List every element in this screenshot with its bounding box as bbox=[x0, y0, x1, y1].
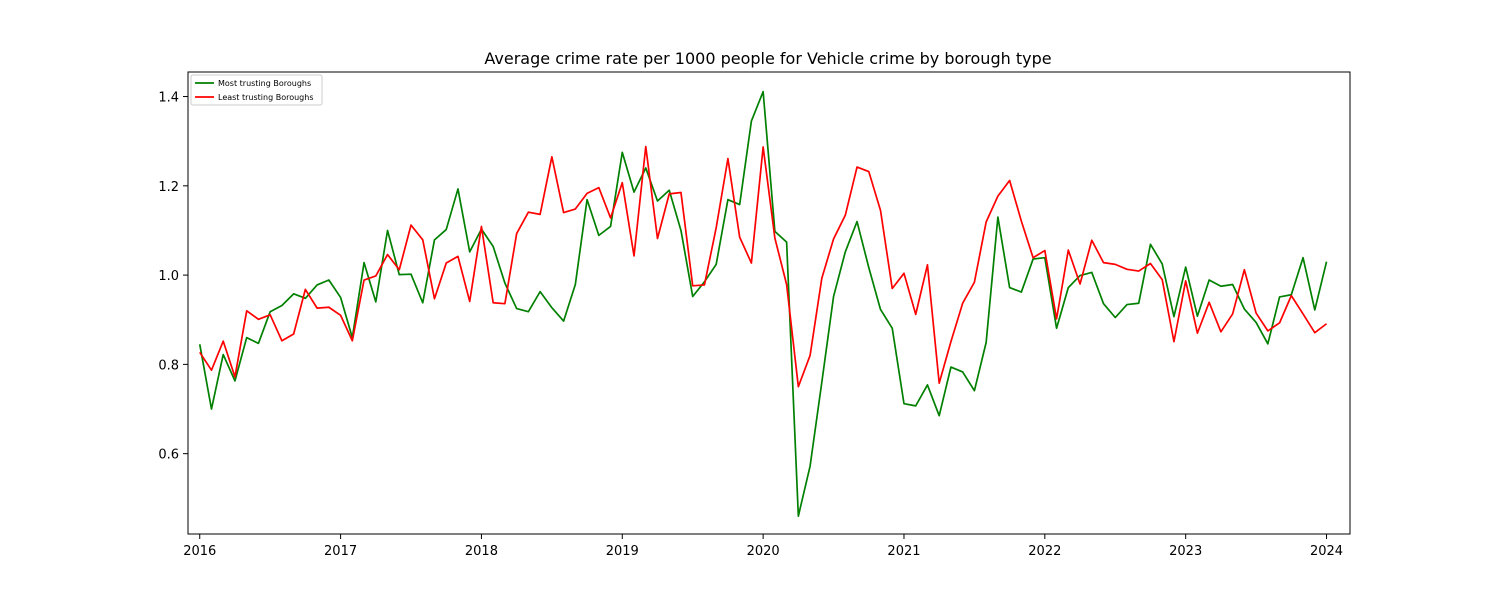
x-tick-label: 2019 bbox=[606, 544, 639, 559]
x-tick-label: 2017 bbox=[324, 544, 357, 559]
y-tick-label: 0.8 bbox=[158, 358, 179, 373]
legend-label-least-trusting: Least trusting Boroughs bbox=[218, 93, 313, 102]
x-tick-label: 2018 bbox=[465, 544, 498, 559]
x-tick-label: 2020 bbox=[747, 544, 780, 559]
series-lines bbox=[198, 90, 1328, 517]
legend-box bbox=[190, 74, 323, 106]
y-tick-label: 1.2 bbox=[158, 180, 179, 195]
x-tick-label: 2016 bbox=[183, 544, 216, 559]
plot-area-frame bbox=[187, 71, 1351, 535]
series-line-most-trusting-boroughs bbox=[198, 90, 1328, 517]
legend: Most trusting Boroughs Least trusting Bo… bbox=[190, 74, 323, 106]
series-line-least-trusting-boroughs bbox=[199, 145, 1328, 388]
legend-label-most-trusting: Most trusting Boroughs bbox=[218, 79, 311, 88]
x-tick-label: 2022 bbox=[1028, 544, 1061, 559]
chart-title: Average crime rate per 1000 people for V… bbox=[484, 49, 1051, 68]
axes-ticks: 2016 2017 2018 2019 2020 2021 2022 2023 2024 0.6 0… bbox=[158, 91, 1343, 559]
y-tick-label: 0.6 bbox=[158, 448, 179, 463]
y-tick-label: 1.0 bbox=[158, 269, 179, 284]
x-tick-label: 2024 bbox=[1310, 544, 1343, 559]
x-tick-label: 2023 bbox=[1169, 544, 1202, 559]
x-tick-label: 2021 bbox=[887, 544, 920, 559]
y-tick-label: 1.4 bbox=[158, 91, 179, 106]
